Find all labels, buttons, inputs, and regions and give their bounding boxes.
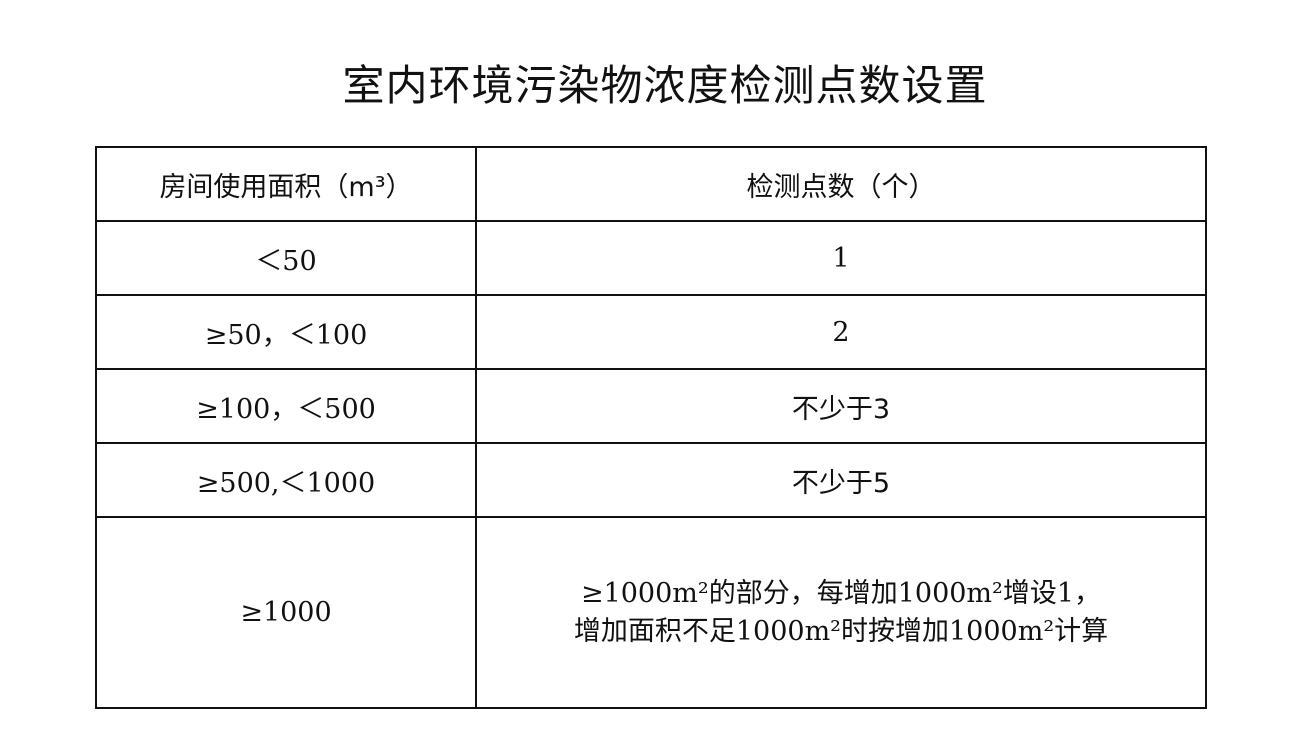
points-cell: 2 [475, 294, 1207, 370]
header-points: 检测点数（个） [475, 146, 1207, 222]
points-cell: 不少于3 [475, 368, 1207, 444]
table-row: ＜50 1 [95, 220, 1207, 296]
area-cell: ≥50，＜100 [95, 294, 477, 370]
table-row: ≥100，＜500 不少于3 [95, 368, 1207, 444]
header-area: 房间使用面积（m³） [95, 146, 477, 222]
points-cell: ≥1000m²的部分，每增加1000m²增设1， 增加面积不足1000m²时按增… [475, 516, 1207, 709]
area-cell: ≥100，＜500 [95, 368, 477, 444]
area-cell: ≥500,＜1000 [95, 442, 477, 518]
table-row: ≥1000 ≥1000m²的部分，每增加1000m²增设1， 增加面积不足100… [95, 516, 1207, 709]
points-line-2: 增加面积不足1000m²时按增加1000m²计算 [573, 615, 1109, 647]
area-cell: ≥1000 [95, 516, 477, 709]
detection-points-table: 房间使用面积（m³） 检测点数（个） ＜50 1 ≥50，＜100 2 ≥100… [95, 146, 1207, 709]
table-row: ≥50，＜100 2 [95, 294, 1207, 370]
points-line-1: ≥1000m²的部分，每增加1000m²增设1， [580, 577, 1102, 609]
page-title: 室内环境污染物浓度检测点数设置 [342, 61, 988, 110]
table-row: ≥500,＜1000 不少于5 [95, 442, 1207, 518]
table-header-row: 房间使用面积（m³） 检测点数（个） [95, 146, 1207, 222]
area-cell: ＜50 [95, 220, 477, 296]
points-cell: 不少于5 [475, 442, 1207, 518]
points-cell: 1 [475, 220, 1207, 296]
